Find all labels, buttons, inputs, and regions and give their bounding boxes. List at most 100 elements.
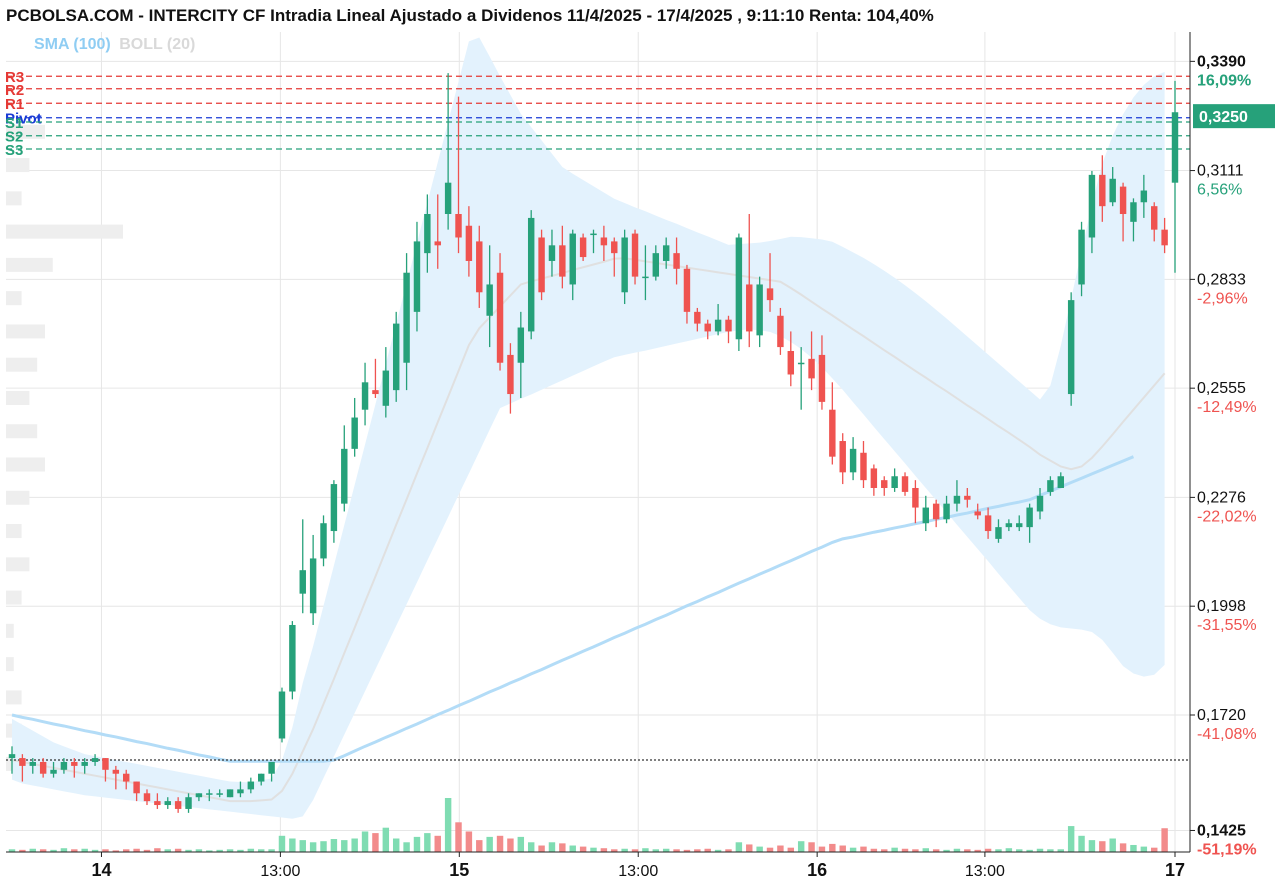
candle-body[interactable]	[237, 789, 244, 794]
candle-body[interactable]	[922, 507, 930, 524]
candle-body[interactable]	[527, 217, 535, 332]
candle-body[interactable]	[631, 233, 639, 277]
candle-body[interactable]	[1057, 476, 1064, 488]
candle-body[interactable]	[714, 319, 722, 332]
candle-body[interactable]	[1026, 507, 1033, 528]
candle-body[interactable]	[424, 214, 431, 254]
candle-body[interactable]	[465, 225, 473, 261]
candle-body[interactable]	[953, 495, 961, 504]
candle-body[interactable]	[694, 311, 701, 324]
candle-body[interactable]	[112, 769, 120, 774]
candle-body[interactable]	[839, 441, 846, 473]
candle-body[interactable]	[746, 284, 753, 332]
candle-body[interactable]	[29, 761, 36, 766]
candle-body[interactable]	[185, 797, 192, 809]
candle-body[interactable]	[881, 480, 888, 488]
candle-body[interactable]	[392, 323, 400, 391]
candle-body[interactable]	[590, 233, 597, 236]
candle-body[interactable]	[164, 801, 171, 806]
candle-body[interactable]	[403, 272, 410, 363]
candle-body[interactable]	[621, 237, 628, 293]
candle-body[interactable]	[600, 237, 608, 246]
candle-body[interactable]	[870, 468, 878, 488]
candle-body[interactable]	[1067, 300, 1075, 395]
candle-body[interactable]	[71, 761, 78, 766]
candle-body[interactable]	[579, 237, 587, 258]
candle-body[interactable]	[1161, 229, 1168, 246]
candle-body[interactable]	[787, 350, 795, 375]
candle-body[interactable]	[299, 570, 306, 594]
candle-body[interactable]	[102, 758, 109, 770]
candle-body[interactable]	[1036, 495, 1044, 512]
candle-body[interactable]	[60, 761, 68, 770]
legend-boll[interactable]: BOLL (20)	[119, 36, 196, 53]
candle-body[interactable]	[123, 773, 130, 782]
candle-body[interactable]	[507, 354, 514, 395]
candle-body[interactable]	[611, 241, 618, 254]
candle-body[interactable]	[735, 237, 743, 340]
candle-body[interactable]	[517, 327, 525, 363]
candle-body[interactable]	[683, 268, 691, 312]
candle-body[interactable]	[361, 382, 369, 410]
candle-body[interactable]	[756, 284, 763, 336]
candle-body[interactable]	[891, 476, 898, 488]
candle-body[interactable]	[91, 758, 99, 762]
candle-body[interactable]	[704, 323, 711, 332]
candle-body[interactable]	[330, 484, 338, 532]
candle-body[interactable]	[984, 515, 992, 532]
candle-body[interactable]	[1078, 229, 1085, 285]
candle-body[interactable]	[206, 793, 213, 795]
candle-body[interactable]	[766, 288, 774, 301]
candle-body[interactable]	[1005, 523, 1013, 528]
candle-body[interactable]	[829, 409, 836, 457]
candle-body[interactable]	[559, 245, 566, 277]
candle-body[interactable]	[278, 691, 286, 739]
candle-body[interactable]	[1171, 112, 1179, 183]
candle-body[interactable]	[496, 272, 504, 363]
candle-body[interactable]	[413, 241, 421, 312]
candle-body[interactable]	[1047, 480, 1054, 492]
candle-body[interactable]	[725, 319, 732, 332]
candle-body[interactable]	[133, 781, 140, 794]
candle-body[interactable]	[1130, 202, 1137, 222]
candle-body[interactable]	[538, 237, 545, 293]
candle-body[interactable]	[247, 781, 255, 790]
candle-body[interactable]	[19, 758, 26, 766]
candle-body[interactable]	[797, 362, 805, 365]
candle-body[interactable]	[849, 448, 857, 473]
candle-body[interactable]	[808, 358, 815, 379]
candle-body[interactable]	[548, 245, 556, 261]
candle-body[interactable]	[351, 417, 358, 449]
candle-body[interactable]	[995, 527, 1002, 539]
candle-body[interactable]	[901, 476, 909, 492]
candle-body[interactable]	[50, 769, 57, 774]
candle-body[interactable]	[932, 503, 940, 520]
candle-body[interactable]	[444, 182, 452, 215]
candle-body[interactable]	[1119, 186, 1127, 215]
candle-body[interactable]	[476, 241, 483, 293]
candle-body[interactable]	[226, 789, 234, 798]
candle-body[interactable]	[8, 754, 16, 759]
candle-body[interactable]	[642, 276, 649, 279]
candle-body[interactable]	[569, 233, 576, 285]
candle-body[interactable]	[143, 793, 151, 802]
candle-body[interactable]	[974, 511, 981, 516]
candle-body[interactable]	[964, 495, 971, 500]
candle-body[interactable]	[662, 245, 670, 261]
candle-body[interactable]	[912, 487, 919, 508]
candle-body[interactable]	[860, 452, 867, 481]
candle-body[interactable]	[673, 253, 680, 269]
candle-body[interactable]	[216, 793, 223, 795]
candle-body[interactable]	[154, 801, 161, 806]
candle-body[interactable]	[341, 448, 348, 504]
candle-body[interactable]	[257, 773, 265, 782]
candle-body[interactable]	[486, 284, 493, 316]
candle-body[interactable]	[1151, 206, 1158, 230]
candle-body[interactable]	[943, 503, 950, 520]
candle-body[interactable]	[382, 370, 390, 406]
candle-body[interactable]	[455, 214, 462, 238]
candle-body[interactable]	[289, 624, 296, 692]
candle-body[interactable]	[39, 761, 47, 774]
candle-body[interactable]	[1088, 174, 1096, 238]
candle-body[interactable]	[320, 523, 327, 559]
